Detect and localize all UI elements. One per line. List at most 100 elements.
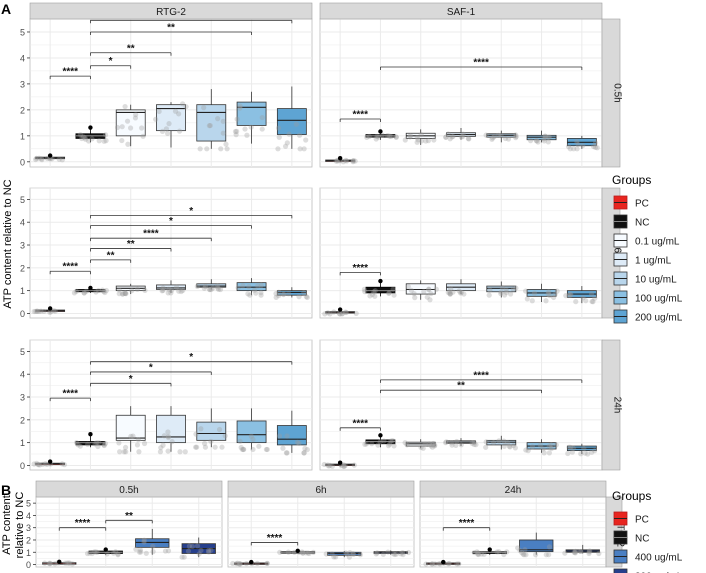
data-point <box>506 443 513 449</box>
data-point <box>42 560 48 566</box>
data-point <box>461 291 467 297</box>
data-point <box>483 132 489 138</box>
data-point <box>44 461 50 468</box>
data-point <box>385 549 391 555</box>
outlier-point <box>88 285 93 291</box>
data-point <box>165 434 171 441</box>
data-point <box>161 433 167 439</box>
data-point <box>164 130 171 136</box>
box-400-ug-mL <box>519 539 554 553</box>
data-point <box>578 548 584 555</box>
data-point <box>405 549 412 556</box>
outlier-point <box>47 306 53 311</box>
sig-label: **** <box>143 229 159 240</box>
data-point <box>443 134 449 140</box>
data-point <box>215 116 221 122</box>
data-point <box>277 549 283 555</box>
data-point <box>198 426 204 432</box>
outlier-point <box>103 547 108 552</box>
data-point <box>176 128 183 134</box>
sig-label: ** <box>127 239 135 250</box>
box-1-ug-mL <box>156 284 186 290</box>
strip-column-label: 6h <box>315 485 326 496</box>
data-point <box>523 288 529 294</box>
data-point <box>325 310 331 316</box>
data-point <box>407 134 413 140</box>
sig-label: **** <box>473 58 489 69</box>
data-point <box>478 551 485 557</box>
y-tick-label: 0 <box>20 309 25 319</box>
y-tick-label: 2 <box>26 535 31 545</box>
data-point <box>80 134 86 140</box>
data-point <box>206 123 212 129</box>
data-point <box>350 550 356 557</box>
data-point <box>84 550 91 557</box>
data-point <box>208 438 214 444</box>
data-point <box>132 115 139 121</box>
data-point <box>428 443 434 449</box>
data-point <box>562 550 568 556</box>
data-point <box>545 291 551 297</box>
data-point <box>361 286 367 292</box>
data-point <box>31 461 37 467</box>
data-point <box>178 288 184 295</box>
outlier-point <box>47 153 53 158</box>
data-point <box>546 450 552 456</box>
data-point <box>580 295 586 301</box>
data-point <box>471 439 477 446</box>
data-point <box>301 450 307 456</box>
data-point <box>165 429 171 435</box>
data-point <box>385 443 392 449</box>
data-point <box>404 442 410 448</box>
data-point <box>38 308 44 314</box>
data-point <box>201 285 207 291</box>
data-point <box>250 436 256 442</box>
data-point <box>431 443 438 449</box>
data-point <box>119 291 126 297</box>
data-point <box>284 140 290 146</box>
data-point <box>405 283 411 290</box>
data-point <box>47 156 53 162</box>
data-point <box>101 442 107 449</box>
data-point <box>546 134 553 140</box>
y-axis-label-b-line2: relative to NC <box>14 492 26 559</box>
data-point <box>239 446 245 453</box>
data-point <box>125 141 131 147</box>
data-point <box>280 445 286 451</box>
sig-label: * <box>149 362 153 373</box>
strip-column <box>227 480 415 498</box>
data-point <box>159 288 165 294</box>
data-point <box>426 286 432 292</box>
data-point <box>179 554 185 560</box>
y-tick-label: 4 <box>26 511 31 521</box>
data-point <box>386 290 392 296</box>
data-point <box>62 560 68 566</box>
data-point <box>181 554 187 560</box>
data-point <box>46 560 53 566</box>
data-point <box>390 551 397 557</box>
data-point <box>475 551 481 557</box>
data-point <box>301 290 307 296</box>
data-point <box>546 544 553 550</box>
outlier-point <box>88 125 93 130</box>
data-point <box>574 146 580 152</box>
data-point <box>248 124 254 130</box>
data-point <box>469 440 475 446</box>
data-point <box>408 287 414 293</box>
data-point <box>323 551 329 557</box>
data-point <box>104 551 110 557</box>
data-point <box>92 441 98 447</box>
data-point <box>194 543 201 549</box>
data-point <box>369 291 375 298</box>
data-point <box>512 445 518 451</box>
data-point <box>139 125 145 131</box>
data-point <box>165 448 171 454</box>
y-axis-label-b-line1: ATP content <box>1 495 13 555</box>
data-point <box>47 309 53 315</box>
data-point <box>589 298 595 305</box>
data-point <box>543 298 549 304</box>
data-point <box>350 157 357 164</box>
sig-label: ** <box>107 250 115 261</box>
facet-A-SAF-1-6h: ****6h <box>319 187 623 319</box>
